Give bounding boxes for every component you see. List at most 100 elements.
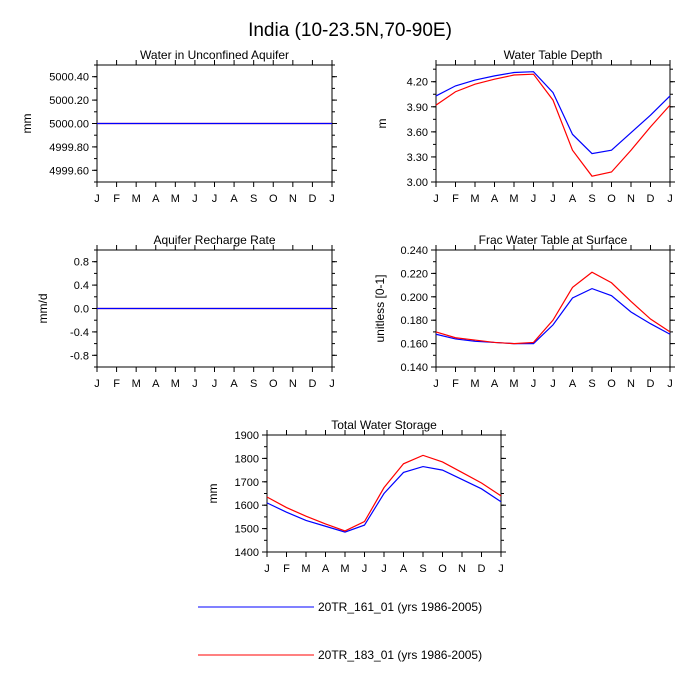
legend-label: 20TR_161_01 (yrs 1986-2005) [318,600,482,614]
x-tick-label: F [452,193,459,205]
page-title: India (10-23.5N,70-90E) [248,20,452,41]
x-tick-label: S [419,563,426,575]
x-tick-label: S [250,193,257,205]
x-tick-label: F [113,378,120,390]
x-tick-label: J [498,563,504,575]
y-tick-label: 0.8 [74,257,89,269]
x-tick-label: J [329,193,335,205]
x-tick-label: J [667,193,673,205]
y-tick-label: 3.90 [407,102,428,114]
y-tick-label: 1500 [235,524,259,536]
x-tick-label: J [381,563,387,575]
y-axis-label: m [375,119,389,129]
y-tick-label: 3.30 [407,152,428,164]
x-tick-label: M [509,378,518,390]
x-tick-label: J [550,378,556,390]
x-tick-label: M [301,563,310,575]
plot-frame [435,64,671,183]
x-tick-label: J [212,193,218,205]
x-tick-label: D [308,378,316,390]
x-tick-label: J [433,378,439,390]
x-tick-label: M [470,193,479,205]
y-tick-label: 5000.20 [49,95,89,107]
chart-title: Water in Unconfined Aquifer [140,48,289,62]
y-tick-label: 4999.60 [49,165,89,177]
series-line-run2 [266,454,502,532]
series-line-run1 [435,71,671,155]
x-tick-label: D [308,193,316,205]
x-tick-label: O [438,563,447,575]
x-tick-label: J [531,378,537,390]
y-tick-label: 1800 [235,453,259,465]
y-tick-label: 0.180 [400,315,428,327]
x-tick-label: M [340,563,349,575]
x-tick-label: S [588,193,595,205]
series-line-run1 [435,287,671,345]
legend: 20TR_161_01 (yrs 1986-2005) 20TR_183_01 (… [198,600,482,662]
x-tick-label: O [607,378,616,390]
y-tick-label: -0.8 [70,350,89,362]
x-tick-label: J [433,193,439,205]
series-line-run2 [435,73,671,177]
y-tick-label: 4.20 [407,77,428,89]
chart-title: Aquifer Recharge Rate [153,233,275,247]
x-tick-label: N [289,378,297,390]
y-tick-label: 3.00 [407,177,428,189]
x-tick-label: M [132,193,141,205]
x-tick-label: N [289,193,297,205]
x-tick-label: J [329,378,335,390]
x-tick-label: M [171,378,180,390]
x-tick-label: J [550,193,556,205]
y-tick-label: 1600 [235,500,259,512]
x-tick-label: J [212,378,218,390]
x-tick-label: D [647,193,655,205]
chart-title: Frac Water Table at Surface [479,233,628,247]
x-tick-label: D [647,378,655,390]
y-axis-label: unitless [0-1] [373,274,387,342]
y-tick-label: 5000.00 [49,119,89,131]
series-line-run2 [435,271,671,345]
y-tick-label: 0.140 [400,362,428,374]
y-tick-label: 0.0 [74,304,89,316]
chart-title: Water Table Depth [504,48,603,62]
x-tick-label: A [400,563,408,575]
x-tick-label: N [627,193,635,205]
x-tick-label: J [192,193,198,205]
x-tick-label: A [569,193,577,205]
y-axis-label: mm/d [36,294,50,324]
y-tick-label: 1700 [235,477,259,489]
y-tick-label: 0.220 [400,268,428,280]
x-tick-label: J [94,193,100,205]
plot-frame [435,249,671,368]
x-tick-label: O [269,193,278,205]
x-tick-label: A [230,378,238,390]
y-tick-label: 0.160 [400,339,428,351]
x-tick-label: D [478,563,486,575]
x-tick-label: S [588,378,595,390]
x-tick-label: S [250,378,257,390]
x-tick-label: A [491,193,499,205]
x-tick-label: N [458,563,466,575]
x-tick-label: M [509,193,518,205]
series-line-run1 [266,465,502,533]
x-tick-label: O [269,378,278,390]
x-tick-label: A [230,193,238,205]
y-tick-label: -0.4 [70,327,89,339]
x-tick-label: J [264,563,270,575]
legend-label: 20TR_183_01 (yrs 1986-2005) [318,648,482,662]
x-tick-label: J [192,378,198,390]
x-tick-label: M [171,193,180,205]
x-tick-label: A [152,193,160,205]
y-tick-label: 0.4 [74,280,89,292]
x-tick-label: M [470,378,479,390]
x-tick-label: O [607,193,616,205]
x-tick-label: J [531,193,537,205]
y-tick-label: 4999.80 [49,142,89,154]
x-tick-label: J [667,378,673,390]
